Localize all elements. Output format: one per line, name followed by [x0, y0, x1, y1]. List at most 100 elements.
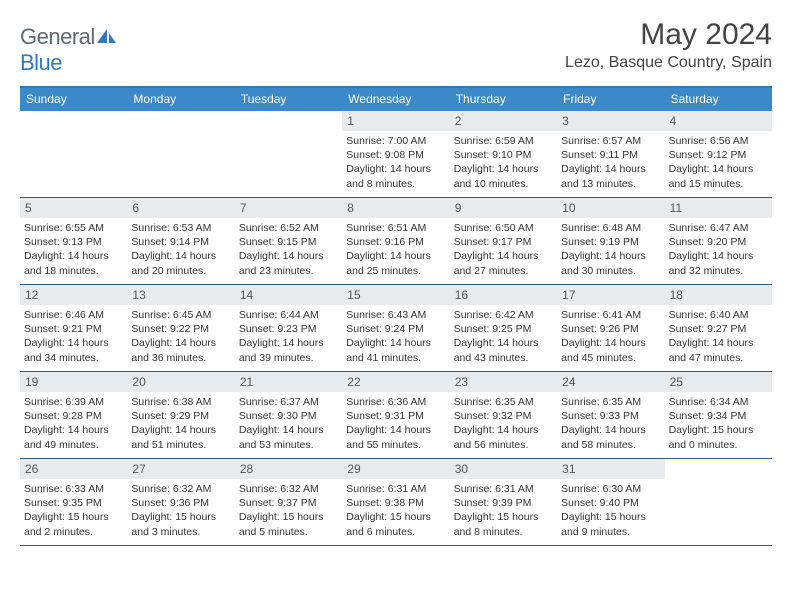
sunrise-text: Sunrise: 6:42 AM [454, 308, 553, 322]
day-info: Sunrise: 6:30 AMSunset: 9:40 PMDaylight:… [561, 482, 660, 539]
day-cell: 12Sunrise: 6:46 AMSunset: 9:21 PMDayligh… [20, 285, 127, 371]
day-number: 11 [665, 198, 772, 218]
brand-logo: GeneralBlue [20, 18, 116, 76]
day-cell: 19Sunrise: 6:39 AMSunset: 9:28 PMDayligh… [20, 372, 127, 458]
sunset-text: Sunset: 9:08 PM [346, 148, 445, 162]
day-info: Sunrise: 6:32 AMSunset: 9:36 PMDaylight:… [131, 482, 230, 539]
day-info: Sunrise: 6:42 AMSunset: 9:25 PMDaylight:… [454, 308, 553, 365]
day-cell [665, 459, 772, 545]
day-cell: 7Sunrise: 6:52 AMSunset: 9:15 PMDaylight… [235, 198, 342, 284]
day-cell: 11Sunrise: 6:47 AMSunset: 9:20 PMDayligh… [665, 198, 772, 284]
sunset-text: Sunset: 9:37 PM [239, 496, 338, 510]
day-info: Sunrise: 6:35 AMSunset: 9:32 PMDaylight:… [454, 395, 553, 452]
sunset-text: Sunset: 9:33 PM [561, 409, 660, 423]
sunset-text: Sunset: 9:40 PM [561, 496, 660, 510]
day-cell: 13 Sunrise: 6:45 AMSunset: 9:22 PMDayligh… [127, 285, 234, 371]
day-cell: 20Sunrise: 6:38 AMSunset: 9:29 PMDayligh… [127, 372, 234, 458]
day-cell: 14Sunrise: 6:44 AMSunset: 9:23 PMDayligh… [235, 285, 342, 371]
day-cell: 22 Sunrise: 6:36 AMSunset: 9:31 PMDayligh… [342, 372, 449, 458]
day-info: Sunrise: 6:44 AMSunset: 9:23 PMDaylight:… [239, 308, 338, 365]
daylight-text: Daylight: 14 hours and 8 minutes. [346, 162, 445, 190]
day-number: 28 [235, 459, 342, 479]
day-info: Sunrise: 6:56 AMSunset: 9:12 PMDaylight:… [669, 134, 768, 191]
day-info: Sunrise: 7:00 AMSunset: 9:08 PMDaylight:… [346, 134, 445, 191]
calendar-page: GeneralBlue May 2024 Lezo, Basque Countr… [0, 0, 792, 556]
sunset-text: Sunset: 9:31 PM [346, 409, 445, 423]
day-info: Sunrise: 6:31 AMSunset: 9:39 PMDaylight:… [454, 482, 553, 539]
day-cell: 10Sunrise: 6:48 AMSunset: 9:19 PMDayligh… [557, 198, 664, 284]
day-cell: 2 Sunrise: 6:59 AMSunset: 9:10 PMDaylight… [450, 111, 557, 197]
day-number: 8 [342, 198, 449, 218]
day-info: Sunrise: 6:57 AMSunset: 9:11 PMDaylight:… [561, 134, 660, 191]
day-info: Sunrise: 6:51 AMSunset: 9:16 PMDaylight:… [346, 221, 445, 278]
day-info: Sunrise: 6:53 AMSunset: 9:14 PMDaylight:… [131, 221, 230, 278]
sunrise-text: Sunrise: 6:48 AM [561, 221, 660, 235]
month-title: May 2024 [565, 18, 772, 52]
sunrise-text: Sunrise: 6:46 AM [24, 308, 123, 322]
sunset-text: Sunset: 9:24 PM [346, 322, 445, 336]
week-row: 26Sunrise: 6:33 AMSunset: 9:35 PMDayligh… [20, 459, 772, 546]
sunrise-text: Sunrise: 6:37 AM [239, 395, 338, 409]
sunrise-text: Sunrise: 6:33 AM [24, 482, 123, 496]
day-info: Sunrise: 6:45 AMSunset: 9:22 PMDaylight:… [131, 308, 230, 365]
daylight-text: Daylight: 14 hours and 18 minutes. [24, 249, 123, 277]
day-number: 25 [665, 372, 772, 392]
daylight-text: Daylight: 14 hours and 25 minutes. [346, 249, 445, 277]
sunrise-text: Sunrise: 6:31 AM [346, 482, 445, 496]
day-cell: 3 Sunrise: 6:57 AMSunset: 9:11 PMDaylight… [557, 111, 664, 197]
sunset-text: Sunset: 9:39 PM [454, 496, 553, 510]
sunset-text: Sunset: 9:21 PM [24, 322, 123, 336]
sunrise-text: Sunrise: 6:55 AM [24, 221, 123, 235]
day-info: Sunrise: 6:34 AMSunset: 9:34 PMDaylight:… [669, 395, 768, 452]
day-info: Sunrise: 6:52 AMSunset: 9:15 PMDaylight:… [239, 221, 338, 278]
day-cell: 30Sunrise: 6:31 AMSunset: 9:39 PMDayligh… [450, 459, 557, 545]
sunrise-text: Sunrise: 6:57 AM [561, 134, 660, 148]
day-cell [20, 111, 127, 197]
sunset-text: Sunset: 9:10 PM [454, 148, 553, 162]
sunset-text: Sunset: 9:19 PM [561, 235, 660, 249]
day-cell: 27Sunrise: 6:32 AMSunset: 9:36 PMDayligh… [127, 459, 234, 545]
daylight-text: Daylight: 14 hours and 45 minutes. [561, 336, 660, 364]
day-number: 22 [342, 372, 449, 392]
day-number: 4 [665, 111, 772, 131]
sunset-text: Sunset: 9:15 PM [239, 235, 338, 249]
day-number: 13 [127, 285, 234, 305]
sunrise-text: Sunrise: 6:56 AM [669, 134, 768, 148]
sunset-text: Sunset: 9:32 PM [454, 409, 553, 423]
brand-part2: Blue [20, 50, 62, 75]
sunrise-text: Sunrise: 6:59 AM [454, 134, 553, 148]
daylight-text: Daylight: 14 hours and 55 minutes. [346, 423, 445, 451]
day-info: Sunrise: 6:59 AMSunset: 9:10 PMDaylight:… [454, 134, 553, 191]
sunset-text: Sunset: 9:11 PM [561, 148, 660, 162]
week-row: 1Sunrise: 7:00 AMSunset: 9:08 PMDaylight… [20, 111, 772, 198]
sail-icon [96, 28, 118, 46]
daylight-text: Daylight: 14 hours and 41 minutes. [346, 336, 445, 364]
daylight-text: Daylight: 14 hours and 13 minutes. [561, 162, 660, 190]
day-number: 29 [342, 459, 449, 479]
day-info: Sunrise: 6:41 AMSunset: 9:26 PMDaylight:… [561, 308, 660, 365]
sunset-text: Sunset: 9:23 PM [239, 322, 338, 336]
sunrise-text: Sunrise: 6:40 AM [669, 308, 768, 322]
day-cell: 29Sunrise: 6:31 AMSunset: 9:38 PMDayligh… [342, 459, 449, 545]
day-info: Sunrise: 6:36 AMSunset: 9:31 PMDaylight:… [346, 395, 445, 452]
weekday-header: Wednesday [342, 88, 449, 111]
sunrise-text: Sunrise: 6:52 AM [239, 221, 338, 235]
daylight-text: Daylight: 14 hours and 10 minutes. [454, 162, 553, 190]
day-info: Sunrise: 6:43 AMSunset: 9:24 PMDaylight:… [346, 308, 445, 365]
day-number: 3 [557, 111, 664, 131]
weekday-header: Monday [127, 88, 234, 111]
daylight-text: Daylight: 14 hours and 53 minutes. [239, 423, 338, 451]
day-number: 15 [342, 285, 449, 305]
sunset-text: Sunset: 9:13 PM [24, 235, 123, 249]
sunrise-text: Sunrise: 6:50 AM [454, 221, 553, 235]
day-number: 2 [450, 111, 557, 131]
sunset-text: Sunset: 9:22 PM [131, 322, 230, 336]
weekday-header: Tuesday [235, 88, 342, 111]
day-cell: 5Sunrise: 6:55 AMSunset: 9:13 PMDaylight… [20, 198, 127, 284]
weekday-header: Saturday [665, 88, 772, 111]
daylight-text: Daylight: 14 hours and 20 minutes. [131, 249, 230, 277]
day-info: Sunrise: 6:38 AMSunset: 9:29 PMDaylight:… [131, 395, 230, 452]
daylight-text: Daylight: 14 hours and 51 minutes. [131, 423, 230, 451]
weeks-container: 1Sunrise: 7:00 AMSunset: 9:08 PMDaylight… [20, 111, 772, 546]
daylight-text: Daylight: 15 hours and 5 minutes. [239, 510, 338, 538]
